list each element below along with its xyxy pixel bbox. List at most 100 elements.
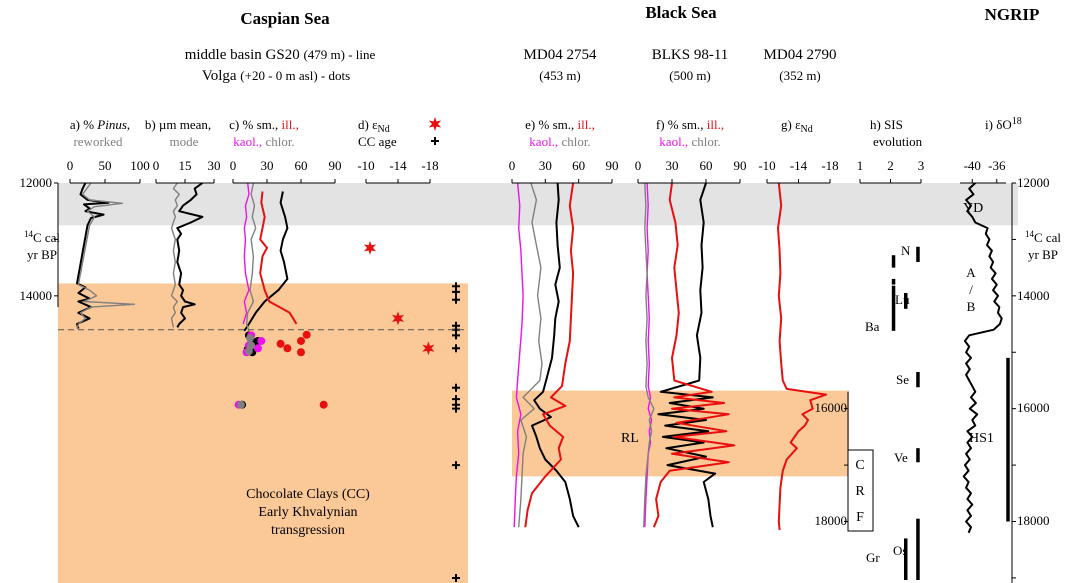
panel-f-tick-label: 0 [635,158,642,173]
panel-h-tick-label: 2 [887,158,894,173]
hs1-label: HS1 [969,431,994,446]
md2790-depth: (352 m) [779,68,821,83]
caspian-site-depth: (479 m) - line [303,47,375,62]
panel-i-black-line [962,182,1003,534]
sis-gr-label: Gr [866,550,880,565]
caspian-title: Caspian Sea [240,9,330,28]
left-age-tick-12000: 12000 [20,175,53,190]
panel-d-nd-star [391,311,405,326]
panel-c-red-dot [276,339,285,348]
panel-c-line-2: kaol., chlor. [233,134,294,149]
sis-se-label: Se [896,372,909,387]
panel-a-comma: , [127,117,130,132]
panel-c-tick-label: 30 [261,158,274,173]
right-age-tick-16000: 16000 [1017,400,1050,415]
right-age-tick-18000: 18000 [1017,513,1050,528]
caspian-site-name: middle basin GS20 [185,47,300,63]
panel-e-chlor: chlor. [558,134,591,149]
cc-age-cross [452,461,460,470]
panel-e-black-line [531,182,580,528]
panel-e-tick-label: 30 [539,158,552,173]
blks-depth: (500 m) [669,68,711,83]
volga-name: Volga [202,68,237,84]
md2754-name: MD04 2754 [524,47,597,63]
panel-i-prefix: i) δO [985,117,1012,132]
volga-elevation: (+20 - 0 m asl) - dots [240,68,350,83]
panel-a-tick-label: 100 [130,158,150,173]
a-label: A [966,265,976,280]
panel-h-label-1: h) SIS [870,117,903,132]
sis-lu-label: Lu [895,292,910,307]
panel-d-tick-label: -14 [389,158,407,173]
cc-age-cross [452,573,460,582]
panel-f-line-2: kaol., chlor. [659,134,720,149]
panel-a-prefix: a) % [70,117,97,132]
panel-c-tick-label: 60 [295,158,308,173]
panel-c-red-line [259,191,298,325]
panel-b-tick-label: 0 [153,158,160,173]
panel-g-tick-label: -18 [821,158,838,173]
left-age-axis-label-1: 14C cal [24,229,60,245]
panel-a-reworked: reworked [73,134,123,149]
panel-e-ill: ill., [578,117,595,132]
yd-label: YD [963,201,983,216]
panel-f-prefix: f) % sm., [656,117,707,132]
panel-b-black-line [176,182,204,328]
panel-f-tick-label: 90 [734,158,747,173]
legend-cross-icon [431,137,439,145]
panel-h-tick-label: 1 [857,158,864,173]
cc-age-cross [452,287,460,296]
panel-a-label: a) % Pinus, [70,117,130,132]
left-age-axis-label-2: yr BP [27,247,57,262]
panel-g-subscript: Nd [801,124,813,135]
md2790-name: MD04 2790 [764,47,837,63]
panel-d-cc-age: CC age [358,134,397,149]
panel-c-red-dot [283,344,292,353]
right-age-axis-label-2: yr BP [1028,247,1058,262]
panel-i-label: i) δO18 [985,116,1022,132]
panel-c-chlor: chlor. [262,134,295,149]
ngrip-title: NGRIP [985,5,1040,24]
panel-c-red-dot [297,348,305,357]
panel-c-prefix: c) % sm., [229,117,281,132]
panel-c-red-dot [297,336,305,345]
cc-label-3: transgression [271,523,345,538]
crf-r: R [855,484,865,499]
panel-d-nd-star [422,341,435,356]
slash-label: / [969,282,973,297]
panel-e-line-2: kaol., chlor. [529,134,590,149]
right-age-axis-label-1: 14C cal [1025,229,1061,245]
axes-layer: 0 50 100 0 15 30 0 30 60 90 -10 -14 -18 0 30 60 90 0 30 60 9… [54,117,1016,583]
panel-i-superscript: 18 [1012,116,1022,127]
md2754-depth: (453 m) [539,68,581,83]
panel-f-label: f) % sm., ill., [656,117,724,132]
crf-box [847,449,874,532]
panel-e-kaol: kaol., [529,134,558,149]
sis-ve-label: Ve [894,450,908,465]
panel-d-label: d) εNd [358,117,390,135]
panel-d-tick-label: -10 [357,158,374,173]
panel-c-tick-label: 0 [230,158,237,173]
panel-i-tick-label: -36 [988,158,1006,173]
crf-f: F [856,510,864,525]
panel-b-mode: mode [170,134,199,149]
panel-c-gray-dot [244,347,253,356]
panel-c-magenta-dot [253,344,262,353]
rl-label: RL [621,431,639,446]
panel-c-gray-line [245,182,257,332]
panel-c-red-dot [302,330,311,339]
panel-g-tick-label: -10 [758,158,775,173]
panel-g-label: g) εNd [781,117,813,135]
panel-b-gray-line [170,182,180,328]
panel-h-tick-label: 3 [918,158,925,173]
panel-c-tick-label: 90 [329,158,342,173]
sis-ba-label: Ba [865,319,880,334]
right-age-tick-14000: 14000 [1017,288,1050,303]
panel-e-tick-label: 0 [509,158,516,173]
panel-b-tick-label: 15 [179,158,192,173]
background-bands [58,183,1018,583]
mid-age-tick-18000: 18000 [815,513,848,528]
panel-c-magenta-line [242,182,250,325]
cc-label-2: Early Khvalynian [258,505,357,520]
black-sea-title: Black Sea [645,3,717,22]
